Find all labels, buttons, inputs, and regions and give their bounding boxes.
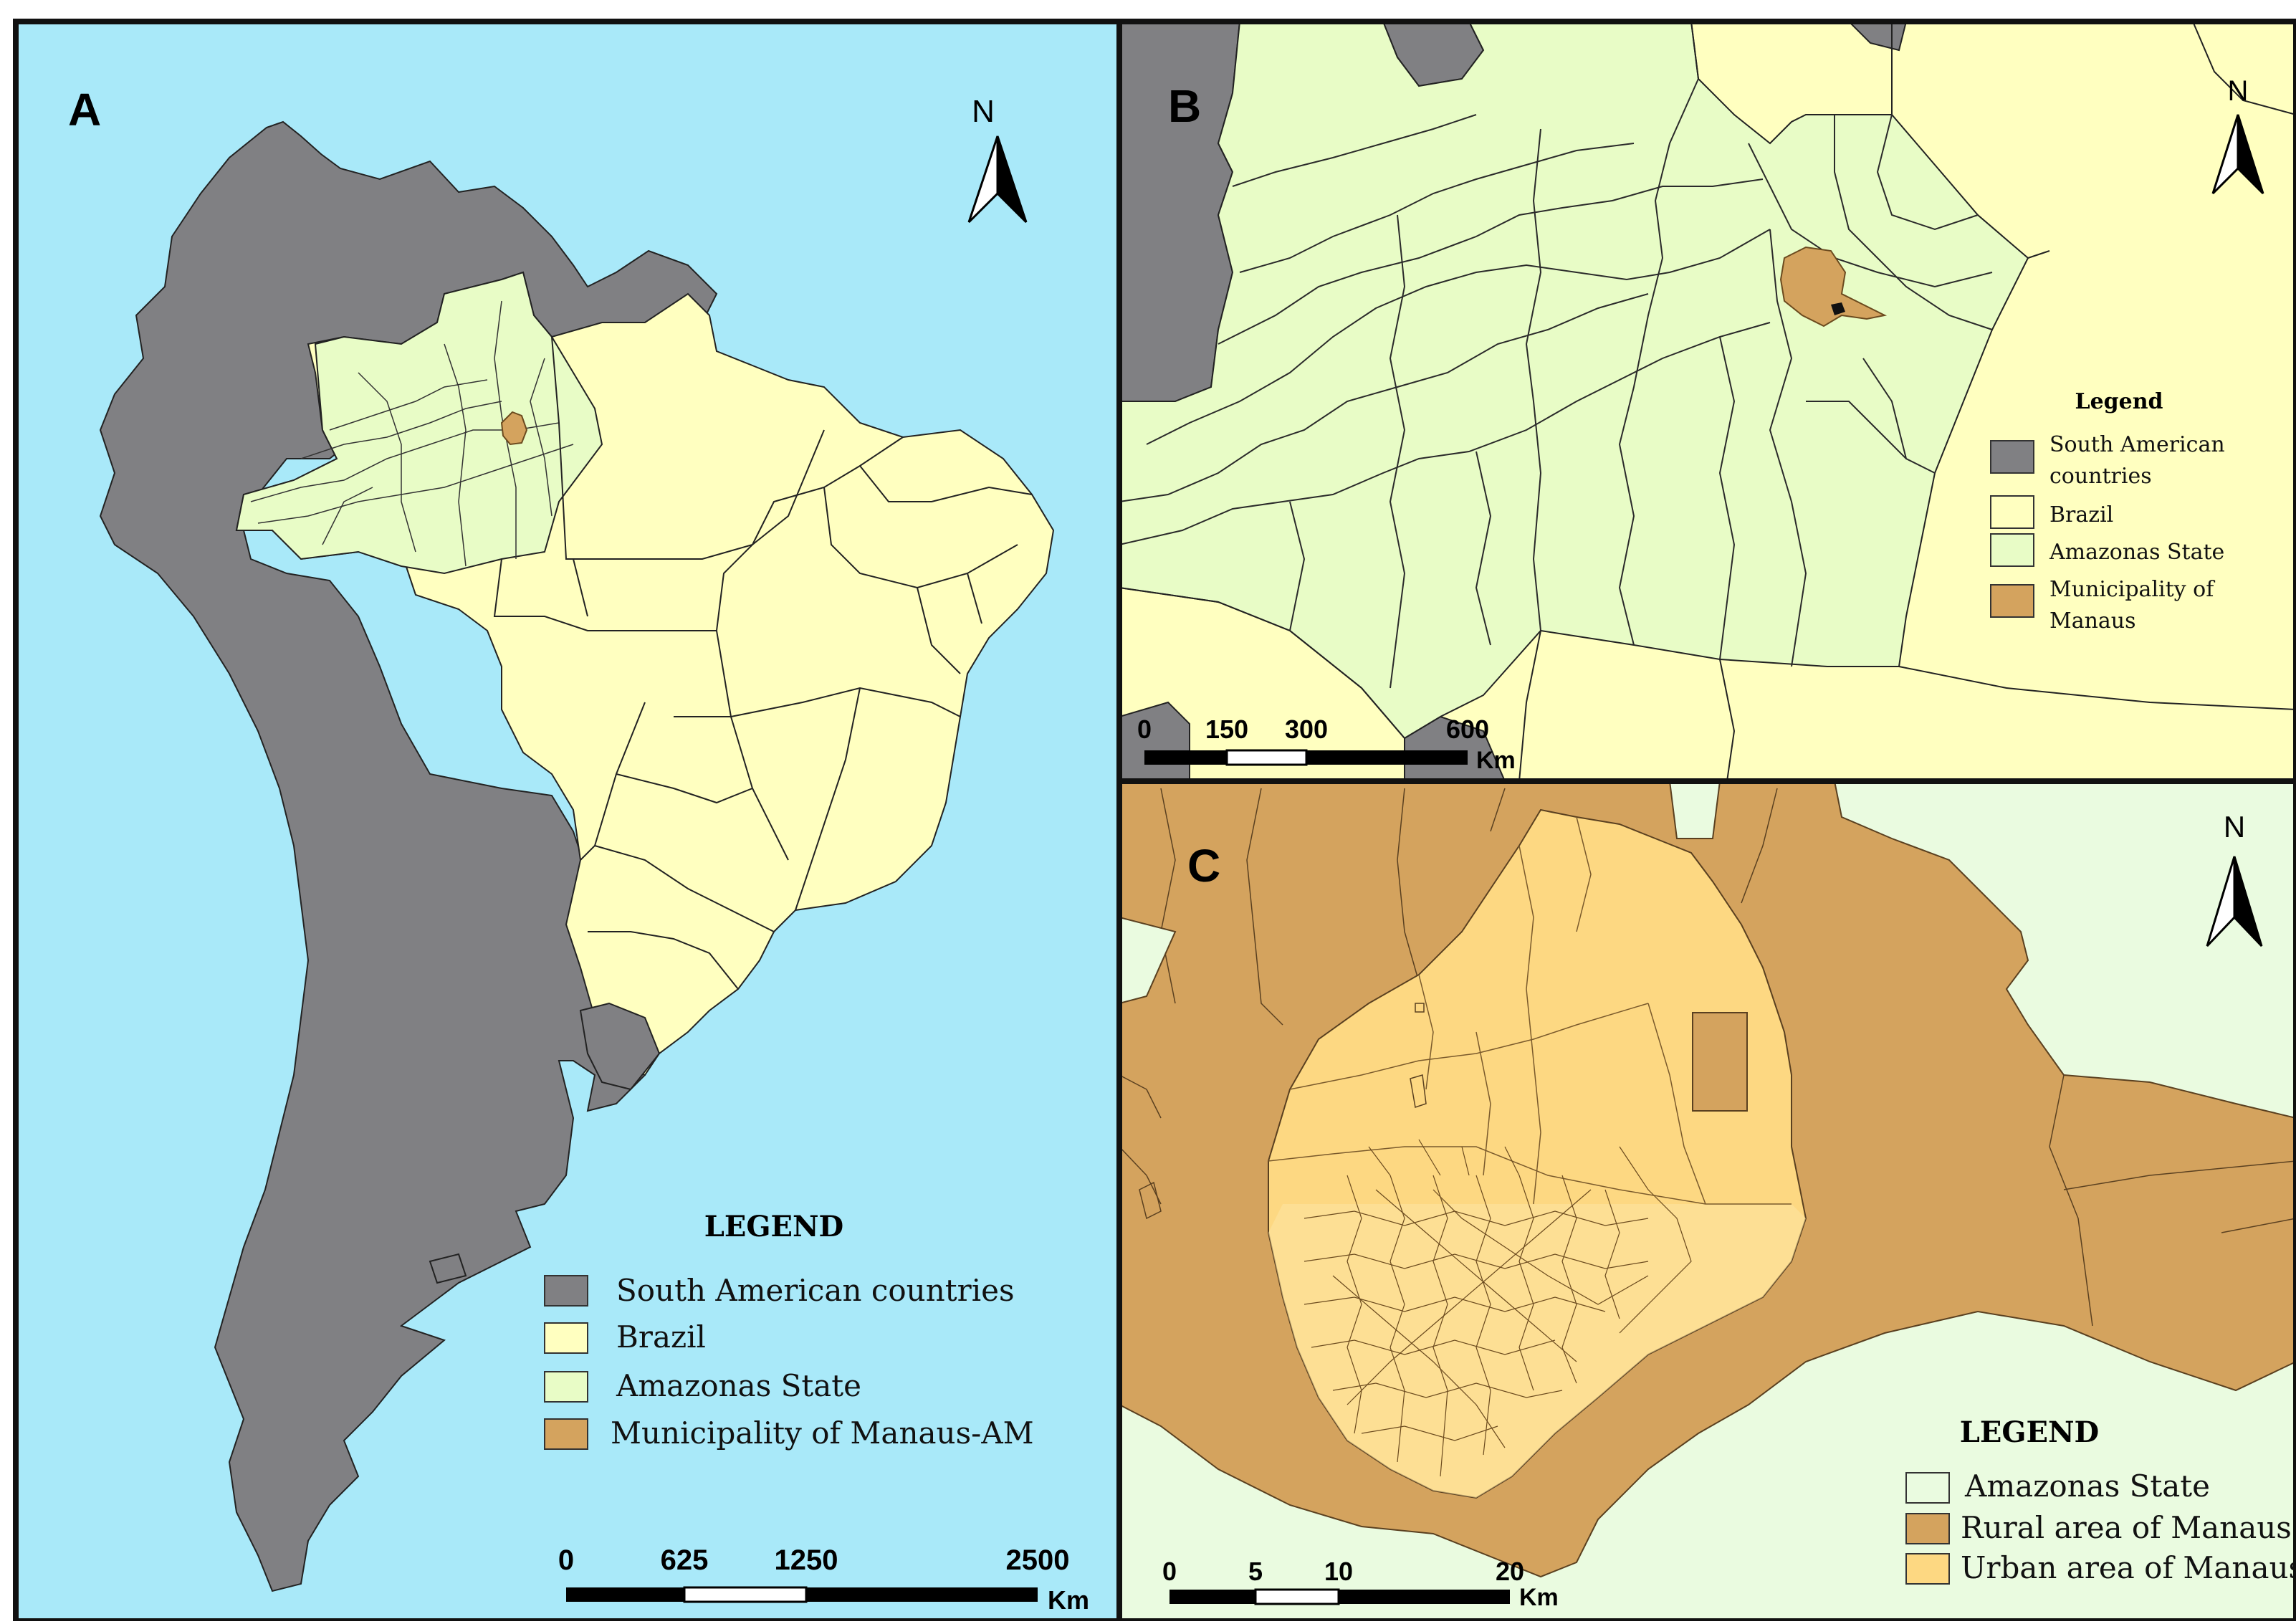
panel-b: B N Legend South American countries Brazi… [1116,19,2296,784]
panel-b-country-south [1119,701,1190,781]
panel-b-letter: B [1168,80,1201,132]
legend-swatch [1905,1472,1950,1504]
panel-a-scalebar: 0 625 1250 2500 Km [558,1544,1089,1615]
scalebar-tick-label: 625 [661,1544,709,1576]
panel-a-north-arrow-icon [967,135,1028,224]
island-1 [429,1253,467,1284]
legend-swatch [1990,533,2034,567]
panel-b-state-borders [1119,22,2296,781]
legend-swatch [1905,1513,1950,1544]
manaus-municipality-shape [500,411,528,446]
panel-c-rural-lines [1119,788,2296,1327]
panel-c-legend-title: LEGEND [1960,1415,2100,1449]
legend-label: Municipality of Manaus-AM [611,1415,1034,1451]
scalebar-unit: Km [1048,1585,1089,1615]
island-2 [579,1002,661,1091]
panel-c-urban-street-network [1304,1139,1692,1477]
scalebar-tick-label: 0 [1162,1557,1177,1586]
brazil-state-borders [493,336,1033,990]
scalebar-tick-label: 600 [1446,715,1489,744]
panel-b-north-label: N [2228,75,2249,107]
panel-c-letter: C [1187,840,1220,892]
legend-swatch [1990,584,2034,618]
panel-b-manaus-shape [1779,246,1888,328]
legend-label: Amazonas State [2049,540,2224,565]
panel-b-manaus-urban-marker [1831,302,1845,315]
panel-a-legend: LEGEND South American countries Brazil A… [544,1210,1034,1451]
legend-label: Municipality of Manaus [2049,577,2215,634]
panel-b-scalebar: 0 150 300 600 Km [1137,715,1516,774]
legend-label: Brazil [616,1319,706,1355]
panel-c-legend: LEGEND Amazonas State Rural area of Mana… [1905,1415,2296,1585]
panel-c-river-patch-2 [1119,916,1177,1005]
legend-label: Amazonas State [616,1368,861,1403]
panel-c-rural-enclave [1692,1012,1748,1112]
panel-c-north-arrow-icon [2206,856,2263,947]
scalebar-tick-label: 0 [1137,715,1152,744]
scalebar-tick-label: 10 [1324,1557,1353,1586]
panel-b-legend: Legend South American countries Brazil Am… [1990,389,2225,634]
panel-b-municipal-borders [1119,78,1993,689]
scalebar-unit: Km [1519,1584,1559,1611]
legend-swatch [1905,1553,1950,1585]
panel-b-north-arrow-icon [2211,114,2264,195]
scalebar-tick-label: 150 [1205,715,1248,744]
panel-c: C N LEGEND Amazonas State Rural area of … [1116,778,2296,1624]
legend-label: South American countries [2049,432,2225,489]
panel-c-scalebar: 0 5 10 20 Km [1162,1557,1559,1611]
panel-a-north-label: N [972,94,995,129]
panel-c-urban-south [1268,1204,1806,1498]
legend-swatch [544,1322,588,1354]
legend-swatch [544,1418,588,1450]
legend-label: Brazil [2049,502,2113,527]
scalebar-tick-label: 300 [1285,715,1328,744]
scalebar-tick-label: 5 [1248,1557,1263,1586]
legend-swatch [544,1275,588,1307]
panel-b-legend-title: Legend [2075,389,2163,414]
legend-label: Amazonas State [1964,1468,2210,1504]
scalebar-tick-label: 1250 [775,1544,838,1576]
panel-c-north-label: N [2224,810,2245,844]
panel-a: A N LEGEND South American countries Braz… [13,19,1122,1624]
amazonas-municipal-lines [250,300,574,567]
legend-swatch [1990,440,2034,474]
legend-label: South American countries [616,1273,1015,1308]
scalebar-tick-label: 0 [558,1544,574,1576]
south-america-landmass [99,120,718,1592]
scalebar-tick-label: 20 [1496,1557,1524,1586]
amazonas-state-shape [235,271,603,575]
scalebar-tick-label: 2500 [1006,1544,1070,1576]
legend-swatch [1990,495,2034,529]
legend-label: Rural area of Manaus [1961,1510,2292,1545]
legend-label: Urban area of Manaus [1961,1550,2296,1585]
panel-c-small-features [1139,1003,1427,1220]
panel-c-river-patch [1668,781,1721,839]
panel-a-legend-title: LEGEND [704,1210,844,1243]
legend-swatch [544,1371,588,1403]
scalebar-unit: Km [1476,747,1516,774]
panel-a-letter: A [68,84,101,135]
